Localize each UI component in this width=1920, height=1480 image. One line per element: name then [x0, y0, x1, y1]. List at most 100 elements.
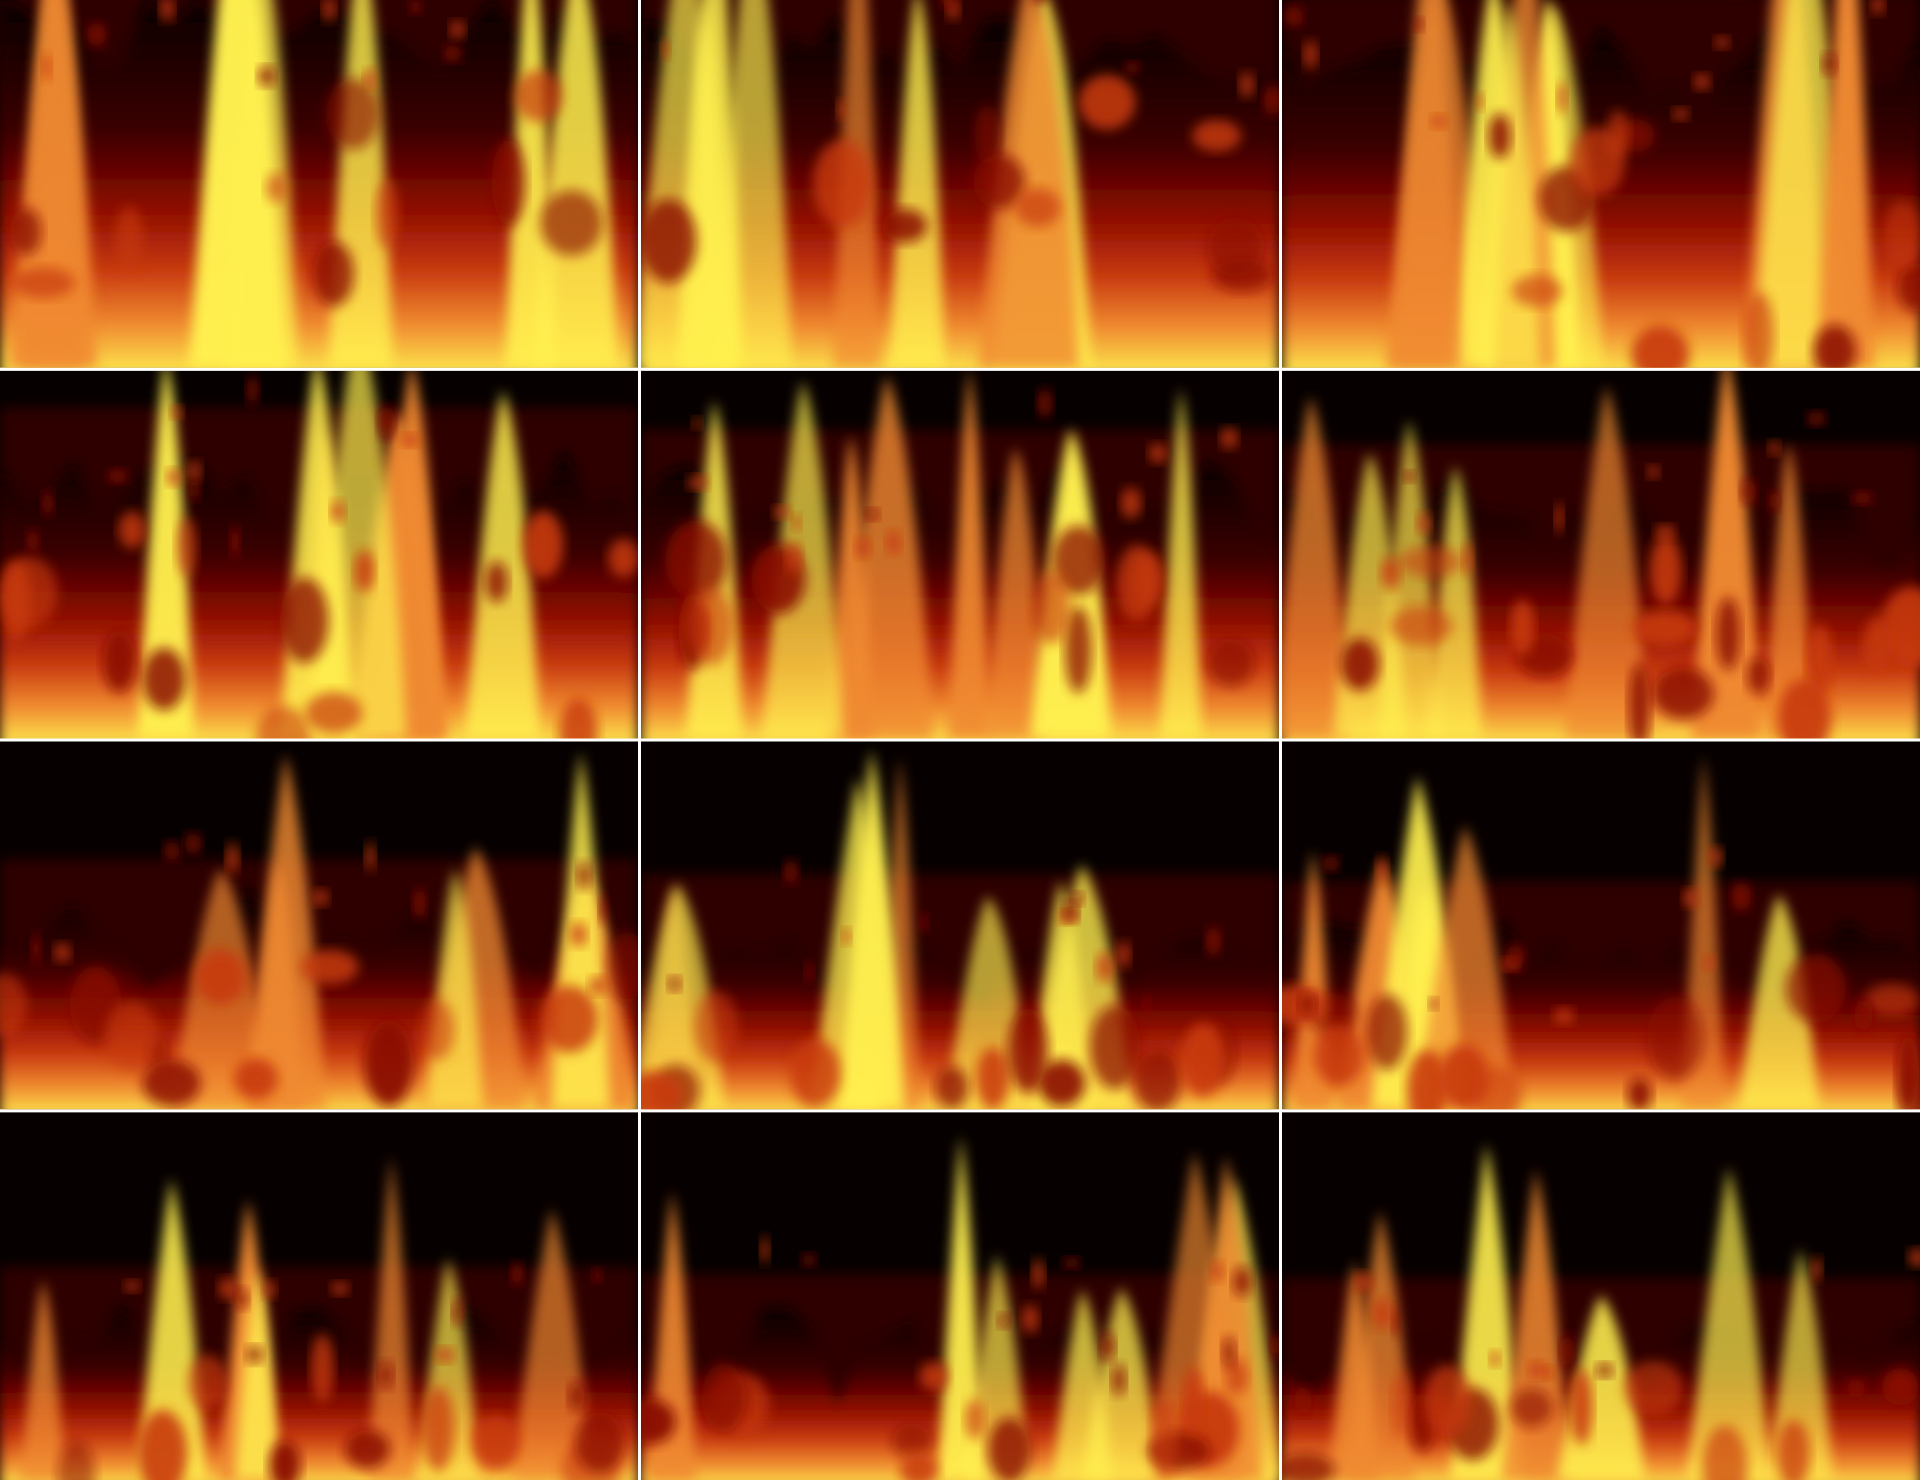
ember-spot — [1037, 388, 1053, 418]
cool-pocket — [688, 586, 734, 665]
flame-tongue — [1415, 824, 1514, 1110]
ember-spot — [365, 842, 376, 871]
ember-spot — [511, 1262, 524, 1286]
ember-spot — [258, 66, 276, 87]
cool-pocket — [1014, 188, 1061, 227]
cool-pocket — [375, 179, 400, 250]
ember-spot — [42, 490, 54, 516]
ember-spot — [1380, 557, 1401, 589]
cool-pocket — [976, 1047, 1010, 1110]
cool-pocket — [1865, 983, 1919, 1017]
ember-spot — [263, 1280, 277, 1299]
ember-spot — [1284, 6, 1304, 27]
ember-spot — [1731, 882, 1751, 912]
flame-tongue — [137, 370, 194, 739]
cool-pocket — [420, 999, 455, 1061]
ember-spot — [246, 1345, 263, 1364]
flame-panel-r2-c3 — [1282, 370, 1920, 739]
flame-tongue — [222, 0, 299, 368]
ember-spot — [378, 405, 395, 438]
ember-spot — [1429, 997, 1438, 1010]
flame-tongue — [136, 1178, 206, 1480]
ember-spot — [1298, 991, 1316, 1018]
ember-spot — [26, 529, 39, 553]
ember-spot — [1462, 543, 1474, 576]
ember-spot — [568, 1381, 585, 1412]
flame-tongue — [21, 1280, 65, 1480]
cool-pocket — [1366, 994, 1408, 1070]
flame-tongue — [1564, 385, 1649, 739]
ember-spot — [1032, 1258, 1045, 1289]
cool-pocket — [1181, 1022, 1226, 1097]
ember-spot — [1148, 443, 1167, 464]
cool-pocket — [0, 973, 28, 1038]
flame-tongue — [711, 0, 792, 368]
ember-spot — [1682, 889, 1699, 907]
flame-panel-r1-c1 — [0, 0, 638, 368]
ember-spot — [687, 475, 708, 490]
ember-spot — [1476, 93, 1485, 111]
cool-pocket — [115, 206, 144, 272]
ember-spot — [1852, 491, 1873, 505]
cool-pocket — [607, 931, 638, 1003]
cool-pocket — [9, 207, 42, 256]
cool-pocket — [1746, 656, 1770, 695]
ember-spot — [773, 505, 791, 519]
ember-spot — [1294, 1385, 1312, 1415]
cool-pocket — [514, 70, 563, 122]
ember-spot — [592, 1268, 603, 1283]
cool-pocket — [176, 517, 198, 577]
cool-pocket — [1510, 599, 1535, 656]
cool-pocket — [1406, 1049, 1448, 1110]
ember-spot — [589, 976, 608, 995]
flame-panel-r1-c2 — [641, 0, 1279, 368]
cool-pocket — [1778, 678, 1832, 739]
ember-spot — [1239, 72, 1255, 98]
flame-tongue — [937, 1134, 984, 1480]
flame-tongue — [839, 749, 904, 1110]
ember-spot — [164, 841, 181, 861]
ember-spot — [998, 1313, 1010, 1328]
cool-pocket — [313, 241, 354, 307]
ember-spot — [413, 887, 426, 920]
cool-pocket — [103, 629, 136, 693]
cool-pocket — [1776, 1419, 1810, 1480]
cool-pocket — [485, 561, 508, 603]
cool-pocket — [1313, 1024, 1365, 1086]
ember-spot — [435, 1347, 455, 1363]
cool-pocket — [641, 198, 697, 283]
ember-spot — [1768, 490, 1781, 511]
cool-pocket — [973, 154, 1025, 209]
ember-spot — [1125, 61, 1140, 74]
flame-panel-r4-c1 — [0, 1112, 638, 1480]
cool-pocket — [695, 991, 738, 1063]
ember-spot — [1505, 944, 1525, 972]
ember-spot — [1036, 0, 1044, 2]
flame-tongue — [828, 435, 873, 739]
ember-spot — [218, 1277, 238, 1300]
cool-pocket — [1078, 74, 1136, 130]
ember-spot — [1431, 114, 1447, 129]
cool-pocket — [1785, 953, 1846, 1023]
ember-spot — [1303, 40, 1318, 69]
ember-spot — [1740, 479, 1757, 505]
cool-pocket — [1389, 606, 1453, 646]
flame-tongue — [1159, 388, 1202, 739]
ember-spot — [409, 0, 422, 14]
cool-pocket — [422, 1386, 455, 1472]
cool-pocket — [325, 78, 380, 150]
flame-panel-r3-c3 — [1282, 741, 1920, 1110]
ember-spot — [1222, 1336, 1236, 1368]
cool-pocket — [1151, 1396, 1177, 1479]
ember-spot — [1694, 73, 1711, 90]
flame-tongue — [948, 370, 990, 739]
cool-pocket — [269, 1440, 301, 1480]
ember-spot — [1232, 1266, 1252, 1297]
ember-spot — [444, 45, 462, 62]
cool-pocket — [12, 267, 75, 299]
cool-pocket — [1702, 1425, 1748, 1480]
flame-panel-r2-c1 — [0, 370, 638, 739]
ember-spot — [837, 99, 847, 119]
cool-pocket — [1627, 1077, 1652, 1110]
ember-spot — [1807, 411, 1826, 426]
